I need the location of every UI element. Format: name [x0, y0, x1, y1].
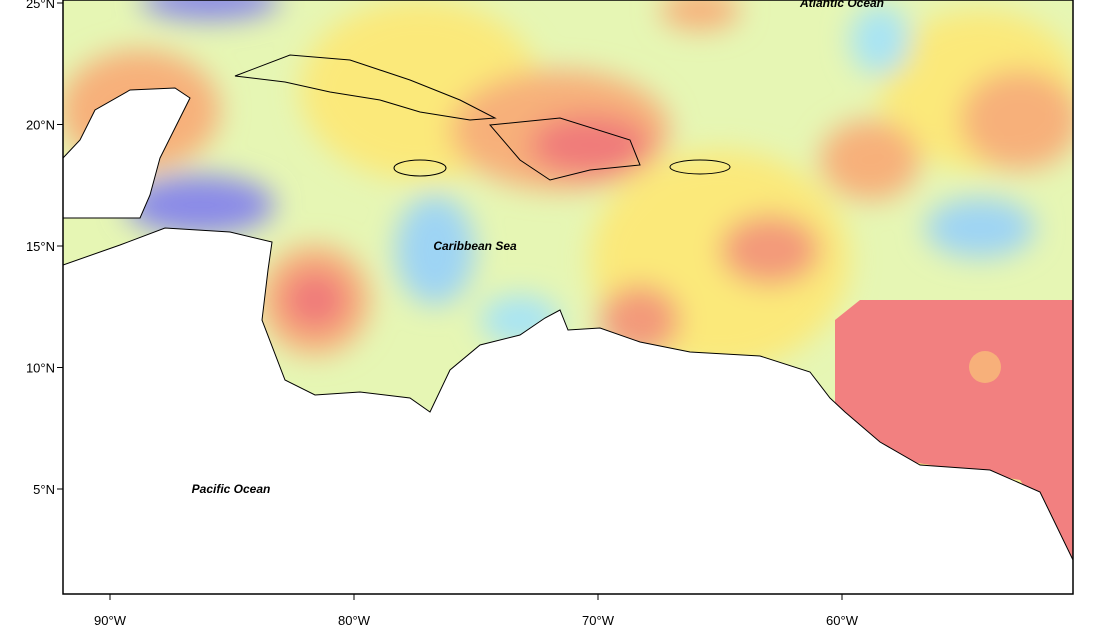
- lat-tick-label: 25°N: [26, 0, 55, 11]
- island: [488, 117, 641, 181]
- island: [234, 54, 497, 121]
- ocean-label: Atlantic Ocean: [799, 0, 884, 10]
- lon-tick-label: 80°W: [338, 613, 371, 628]
- land: [63, 227, 1073, 594]
- island: [393, 159, 447, 177]
- lat-tick-label: 10°N: [26, 361, 55, 376]
- lat-tick-label: 5°N: [33, 482, 55, 497]
- ocean-label: Pacific Ocean: [192, 482, 271, 496]
- field: [63, 0, 1073, 594]
- lon-tick-label: 60°W: [826, 613, 859, 628]
- lat-tick-label: 15°N: [26, 239, 55, 254]
- lon-tick-label: 70°W: [582, 613, 615, 628]
- map-frame: [62, 0, 1074, 595]
- ocean-label: Caribbean Sea: [433, 239, 517, 253]
- island: [669, 159, 731, 175]
- lat-tick-label: 20°N: [26, 118, 55, 133]
- lon-tick-label: 90°W: [94, 613, 127, 628]
- land: [63, 87, 191, 219]
